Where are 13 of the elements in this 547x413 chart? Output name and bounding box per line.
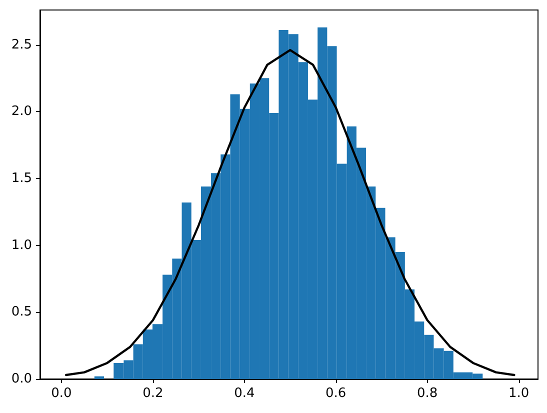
- x-tick-label: 0.8: [416, 386, 438, 401]
- x-tick-label: 0.4: [234, 386, 255, 401]
- x-tick-label: 0.6: [326, 386, 346, 401]
- y-tick-label: 0.0: [11, 372, 32, 386]
- x-tick-label: 0.0: [51, 386, 72, 401]
- y-tick-label: 1.5: [11, 170, 32, 186]
- y-tick-label: 1.0: [11, 238, 32, 253]
- y-tick-label: 0.5: [11, 304, 32, 320]
- line-series: [64, 49, 516, 376]
- x-tick-label: 1.0: [508, 386, 530, 401]
- x-tick-label: 0.2: [142, 386, 164, 401]
- y-tick-label: 2.0: [11, 104, 32, 120]
- y-tick-label: 2.5: [11, 37, 32, 52]
